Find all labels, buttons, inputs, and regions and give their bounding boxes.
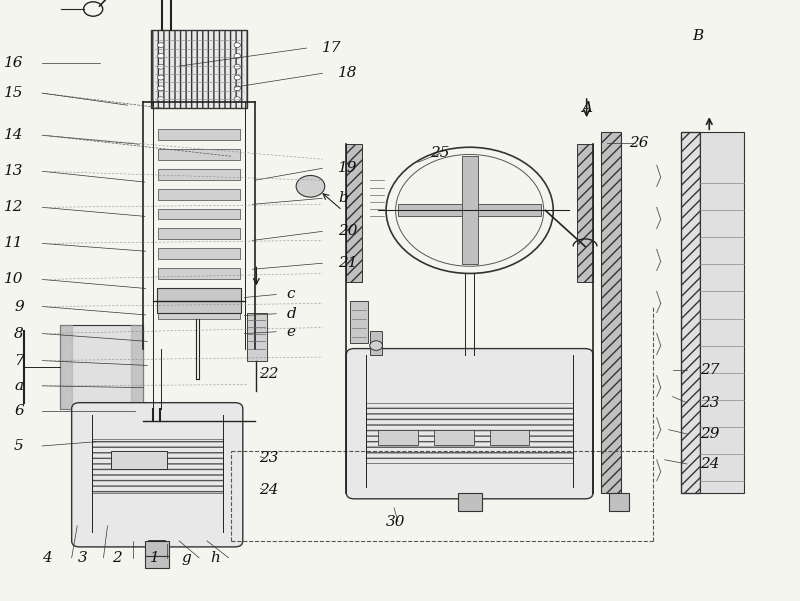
Bar [462, 156, 478, 264]
Bar [158, 248, 241, 259]
Text: 7: 7 [14, 353, 24, 368]
Bar [346, 144, 362, 282]
Text: 6: 6 [14, 404, 24, 418]
Text: 30: 30 [386, 514, 406, 529]
Bar [700, 132, 744, 493]
Bar [601, 132, 621, 493]
Text: 27: 27 [701, 362, 720, 377]
Text: 23: 23 [701, 395, 720, 410]
Text: 14: 14 [5, 128, 24, 142]
Text: a: a [14, 379, 24, 393]
Text: 12: 12 [5, 200, 24, 215]
Bar [366, 403, 573, 463]
Circle shape [158, 97, 164, 102]
Circle shape [158, 86, 164, 91]
Text: 20: 20 [338, 224, 358, 239]
Text: 15: 15 [5, 86, 24, 100]
Text: 8: 8 [14, 326, 24, 341]
Bar [158, 169, 241, 180]
Bar [370, 331, 382, 355]
FancyBboxPatch shape [346, 349, 593, 499]
Bar [146, 541, 169, 556]
Circle shape [158, 43, 164, 47]
Text: h: h [210, 551, 221, 565]
Circle shape [234, 97, 241, 102]
Circle shape [158, 64, 164, 69]
Bar [158, 209, 241, 219]
Text: 24: 24 [258, 483, 278, 497]
Bar [111, 451, 167, 469]
Text: 23: 23 [258, 451, 278, 465]
Bar [609, 493, 629, 511]
Text: g: g [182, 551, 191, 565]
Text: 4: 4 [42, 551, 52, 565]
Text: 5: 5 [14, 439, 24, 453]
Text: 17: 17 [322, 41, 342, 55]
FancyBboxPatch shape [72, 403, 243, 547]
Circle shape [158, 53, 164, 58]
Text: d: d [286, 307, 296, 321]
Bar [458, 493, 482, 511]
Bar [158, 228, 241, 239]
Bar [91, 439, 223, 493]
Bar [577, 144, 593, 282]
Circle shape [234, 43, 241, 47]
Bar [681, 132, 700, 493]
Bar [398, 204, 542, 216]
Bar [151, 30, 246, 108]
Text: 16: 16 [5, 56, 24, 70]
Bar [158, 129, 241, 140]
Text: 2: 2 [112, 551, 122, 565]
Bar [378, 430, 418, 445]
Text: 10: 10 [5, 272, 24, 287]
Bar [246, 313, 266, 361]
Text: 18: 18 [338, 66, 358, 81]
Text: 29: 29 [701, 427, 720, 441]
Text: 26: 26 [629, 136, 648, 150]
Text: 11: 11 [5, 236, 24, 251]
Text: 25: 25 [430, 146, 450, 160]
Circle shape [234, 64, 241, 69]
Text: b: b [338, 191, 348, 206]
Circle shape [234, 75, 241, 80]
Bar [350, 300, 368, 343]
Text: 1: 1 [150, 551, 159, 565]
Text: 13: 13 [5, 164, 24, 178]
Text: c: c [286, 287, 295, 302]
Circle shape [234, 86, 241, 91]
Circle shape [158, 75, 164, 80]
Bar [158, 288, 241, 299]
Bar [434, 430, 474, 445]
Text: 3: 3 [78, 551, 87, 565]
Circle shape [296, 175, 325, 197]
Circle shape [370, 341, 382, 350]
Circle shape [234, 53, 241, 58]
Bar [490, 430, 530, 445]
Bar [146, 556, 169, 568]
Text: B: B [693, 29, 704, 43]
Bar [158, 149, 241, 160]
Text: 24: 24 [701, 457, 720, 471]
Text: 19: 19 [338, 161, 358, 175]
Bar [158, 308, 241, 319]
Bar [158, 268, 241, 279]
Bar [157, 288, 242, 313]
Text: e: e [286, 325, 295, 339]
Text: A: A [581, 101, 592, 115]
Bar [158, 189, 241, 200]
Text: 21: 21 [338, 256, 358, 270]
Bar [60, 325, 143, 409]
Text: 22: 22 [258, 367, 278, 381]
Text: 9: 9 [14, 299, 24, 314]
